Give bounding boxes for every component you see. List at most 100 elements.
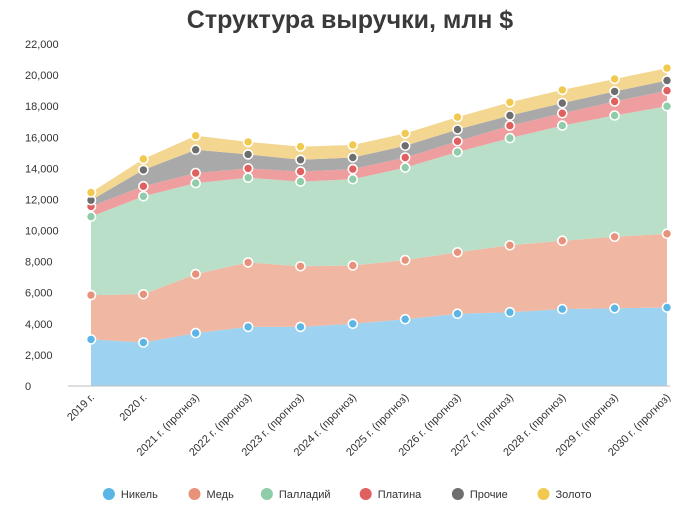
x-tick-label: 2019 г. xyxy=(65,392,97,424)
data-point xyxy=(295,141,306,152)
legend-marker-4 xyxy=(451,488,464,500)
area-series-2 xyxy=(91,106,667,296)
data-point xyxy=(504,306,516,318)
legend-label-5: Золото xyxy=(556,489,592,501)
y-tick-label: 0 xyxy=(25,381,31,393)
data-point xyxy=(190,327,201,339)
data-point xyxy=(295,176,306,187)
data-point xyxy=(452,135,463,147)
data-point xyxy=(504,110,516,121)
data-point xyxy=(138,153,149,165)
data-point xyxy=(556,107,568,119)
data-point xyxy=(661,228,673,239)
data-point xyxy=(661,100,673,112)
data-point xyxy=(242,172,254,183)
legend-marker-3 xyxy=(359,488,372,500)
area-series-3 xyxy=(91,90,667,217)
y-tick-label: 8,000 xyxy=(25,257,53,269)
area-series-0 xyxy=(91,307,667,386)
data-point xyxy=(556,235,568,246)
data-point xyxy=(452,124,463,135)
legend-marker-0 xyxy=(102,488,115,500)
data-point xyxy=(85,187,97,198)
data-point xyxy=(138,337,149,348)
y-tick-label: 14,000 xyxy=(25,163,59,175)
data-point xyxy=(504,97,516,108)
legend-marker-5 xyxy=(537,488,550,500)
data-point xyxy=(452,308,463,320)
data-point xyxy=(609,86,620,97)
data-point xyxy=(556,97,568,109)
data-point xyxy=(138,164,149,176)
y-tick-label: 22,000 xyxy=(25,39,59,51)
data-point xyxy=(504,132,516,144)
data-point xyxy=(399,162,411,173)
data-point xyxy=(661,62,673,74)
data-point xyxy=(190,177,201,189)
data-point xyxy=(190,167,201,179)
x-tick-label: 2020 г. xyxy=(118,392,150,424)
data-point xyxy=(347,318,359,330)
data-point xyxy=(138,180,149,192)
data-point xyxy=(609,231,620,243)
data-point xyxy=(609,73,620,85)
data-point xyxy=(85,211,97,222)
data-point xyxy=(556,303,568,315)
data-point xyxy=(399,152,411,163)
chart-title: Структура выручки, млн $ xyxy=(186,6,514,34)
data-point xyxy=(452,247,463,258)
legend-label-1: Медь xyxy=(207,489,235,501)
y-tick-label: 10,000 xyxy=(25,226,59,238)
y-tick-label: 4,000 xyxy=(25,319,53,331)
data-point xyxy=(190,144,201,155)
data-point xyxy=(138,288,149,300)
data-point xyxy=(609,110,620,121)
data-point xyxy=(295,166,306,177)
data-point xyxy=(609,302,620,314)
data-point xyxy=(347,139,359,151)
data-point xyxy=(609,96,620,107)
data-point xyxy=(556,120,568,131)
data-point xyxy=(242,136,254,148)
data-point xyxy=(452,111,463,123)
data-point xyxy=(504,240,516,251)
legend-label-3: Платина xyxy=(378,489,422,501)
legend-marker-1 xyxy=(188,488,201,500)
data-point xyxy=(661,85,673,96)
area-series-1 xyxy=(91,233,667,343)
area-series-4 xyxy=(91,80,667,207)
area-series-5 xyxy=(91,68,667,201)
legend-label-2: Палладий xyxy=(279,489,331,501)
data-point xyxy=(242,321,254,333)
data-point xyxy=(295,260,306,272)
data-point xyxy=(452,146,463,158)
data-point xyxy=(661,302,673,313)
data-point xyxy=(399,128,411,139)
data-point xyxy=(190,268,201,280)
y-tick-label: 6,000 xyxy=(25,288,53,300)
data-point xyxy=(347,173,359,185)
data-point xyxy=(190,130,201,141)
data-point xyxy=(85,334,97,345)
y-tick-label: 20,000 xyxy=(25,70,59,82)
data-point xyxy=(242,257,254,268)
data-point xyxy=(504,120,516,131)
legend-marker-2 xyxy=(260,488,273,500)
y-tick-label: 12,000 xyxy=(25,195,59,207)
data-point xyxy=(138,191,149,202)
data-point xyxy=(242,163,254,174)
data-point xyxy=(661,75,673,86)
data-point xyxy=(295,321,306,333)
data-point xyxy=(347,163,359,175)
data-point xyxy=(556,84,568,96)
data-point xyxy=(399,254,411,266)
data-point xyxy=(347,260,359,271)
data-point xyxy=(85,289,97,301)
data-point xyxy=(347,152,359,163)
y-tick-label: 18,000 xyxy=(25,101,59,113)
legend-label-4: Прочие xyxy=(470,489,508,501)
y-tick-label: 16,000 xyxy=(25,132,59,144)
legend-label-0: Никель xyxy=(121,489,158,501)
